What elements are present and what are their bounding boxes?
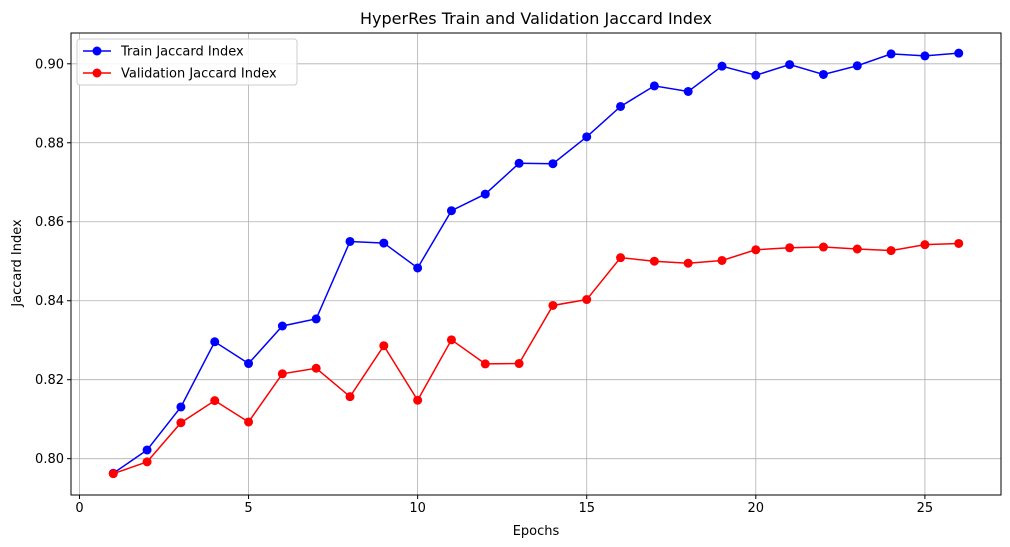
chart-title: HyperRes Train and Validation Jaccard In… [360,9,712,28]
x-axis-label: Epochs [513,524,560,539]
data-point [717,255,727,265]
x-tick-label: 15 [578,501,595,516]
data-point [616,253,626,263]
x-tick-label: 10 [409,501,426,516]
legend-label: Train Jaccard Index [120,45,244,60]
legend: Train Jaccard Index Validation Jaccard In… [76,38,298,86]
data-point [582,132,592,142]
x-tick-label: 25 [917,501,934,516]
x-tick-label: 0 [75,501,83,516]
data-point [176,418,186,428]
data-point [785,243,795,253]
data-point [446,335,456,345]
data-point [548,159,558,169]
data-point [717,61,727,71]
data-point [649,256,659,266]
data-point [852,61,862,71]
data-point [413,263,423,273]
data-point [142,457,152,467]
legend-marker [92,68,102,78]
data-point [886,246,896,256]
data-point [818,69,828,79]
plot-frame [70,32,1002,496]
data-point [818,242,828,252]
y-tick-label: 0.86 [35,215,64,230]
data-point [480,189,490,199]
legend-marker [92,46,102,56]
data-point [142,445,152,455]
data-point [311,314,321,324]
x-tick-label: 20 [748,501,765,516]
data-point [886,49,896,59]
y-tick-label: 0.90 [35,57,64,72]
data-point [920,240,930,250]
data-point [548,300,558,310]
data-point [852,244,862,254]
data-point [244,359,254,369]
data-point [954,48,964,58]
y-tick-label: 0.82 [35,373,64,388]
data-point [582,295,592,305]
data-point [277,321,287,331]
data-point [277,369,287,379]
data-point [751,245,761,255]
data-point [480,359,490,369]
y-tick-label: 0.88 [35,136,64,151]
data-point [108,469,118,479]
data-point [244,417,254,427]
x-tick-label: 5 [244,501,252,516]
data-point [210,396,220,406]
y-tick-label: 0.84 [35,294,64,309]
data-point [379,238,389,248]
series-line [113,242,959,475]
data-point [683,258,693,268]
data-point [514,158,524,168]
data-point [446,206,456,216]
data-point [683,86,693,96]
legend-item: Validation Jaccard Index [83,67,277,82]
data-point [345,392,355,402]
series-0 [108,48,964,478]
axis-ticks: 0 5 10 15 20 25 0.80 0.82 0.84 0.86 0.88 0.90 [35,57,933,516]
data-point [649,81,659,91]
data-point [413,395,423,405]
data-point [210,337,220,347]
grid [71,33,1001,495]
data-point [345,236,355,246]
series-layer [108,48,964,479]
data-point [514,359,524,369]
legend-label: Validation Jaccard Index [121,67,277,82]
y-axis-label: Jaccard Index [10,219,25,308]
data-point [785,60,795,70]
data-point [176,402,186,412]
data-point [311,363,321,373]
series-1 [108,238,964,479]
legend-box [76,38,298,86]
data-point [920,51,930,61]
data-point [954,238,964,248]
data-point [751,70,761,80]
data-point [616,101,626,111]
legend-item: Train Jaccard Index [83,45,244,60]
series-line [112,52,959,474]
y-tick-label: 0.80 [35,452,64,467]
data-point [379,341,389,351]
